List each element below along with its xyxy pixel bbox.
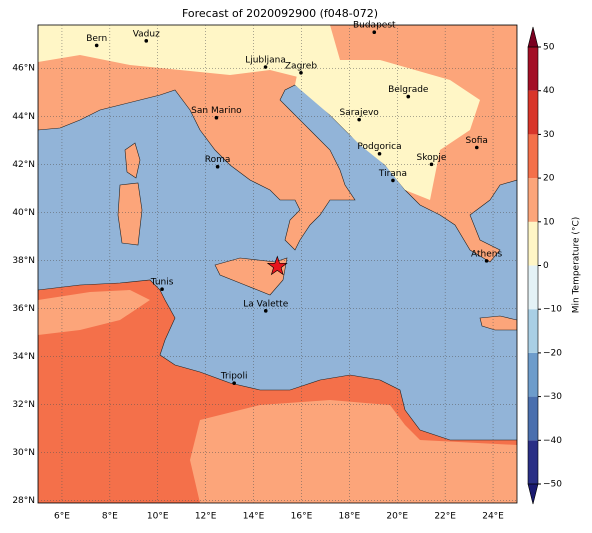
city-label: Podgorica (357, 142, 401, 152)
colorbar-band (528, 134, 538, 179)
city-dot (263, 309, 268, 313)
desert-zone (190, 400, 517, 503)
city-label: Tripoli (220, 372, 248, 382)
colorbar-tick-label: −20 (543, 348, 562, 358)
colorbar-tick-label: 40 (543, 86, 555, 96)
city-label: Zagreb (285, 61, 317, 71)
city-label: Belgrade (388, 85, 429, 95)
city-dot (357, 117, 361, 122)
city-label: Ljubljana (245, 56, 286, 66)
colorbar-over (527, 26, 539, 48)
colorbar-tick-label: −40 (543, 436, 562, 446)
colorbar-tick-label: 30 (543, 130, 555, 140)
city-label: Sarajevo (340, 108, 380, 118)
x-tick-label: 18°E (339, 512, 361, 522)
y-tick-label: 42°N (12, 160, 35, 170)
city-dot (232, 381, 236, 385)
city-label: Tirana (378, 169, 407, 179)
y-tick-label: 30°N (12, 448, 35, 458)
crete (479, 315, 517, 331)
colorbar-tick-label: −30 (543, 392, 562, 402)
city-label: Sofia (466, 136, 488, 146)
x-tick-label: 16°E (291, 512, 313, 522)
x-tick-label: 12°E (195, 512, 217, 522)
colorbar-tick-label: 10 (543, 217, 555, 227)
city-label: Athens (471, 249, 502, 259)
city-dot (299, 71, 303, 75)
city-dot (474, 145, 479, 150)
x-tick-label: 10°E (147, 512, 169, 522)
overlay: 6°E 8°E 10°E 12°E 14°E 16°E 18°E 20°E 22°E 24°E 28… (12, 21, 581, 522)
y-tick-label: 32°N (12, 400, 35, 410)
map-frame (37, 24, 518, 504)
x-tick-label: 22°E (434, 512, 456, 522)
colorbar-band (528, 396, 538, 441)
colorbar-band (528, 352, 538, 397)
colorbar-tick-label: 20 (543, 174, 555, 184)
colorbar-band (528, 265, 538, 310)
y-tick-label: 36°N (12, 304, 35, 314)
colorbar-band (528, 440, 538, 484)
city-dot (160, 287, 164, 292)
city-dot (406, 94, 411, 99)
colorbar-band (528, 309, 538, 353)
balkan-zone (295, 60, 480, 200)
city-label: Tunis (150, 278, 174, 288)
title: Forecast of 2020092900 (f048-072) (182, 7, 378, 20)
city-label: San Marino (191, 106, 242, 116)
city-dot (377, 151, 382, 156)
x-tick-label: 8°E (102, 512, 118, 522)
city-label: Vaduz (133, 29, 160, 39)
city-dot (144, 39, 149, 43)
sicily (214, 257, 288, 296)
city-label: Bern (86, 34, 107, 44)
colorbar-band (528, 90, 538, 135)
colorbar-tick-label: −10 (543, 305, 562, 315)
y-tick-label: 38°N (12, 256, 35, 266)
city-dot (94, 43, 99, 48)
city-dot (372, 30, 377, 35)
y-tick-label: 40°N (12, 208, 35, 218)
city-label: Budapest (353, 21, 396, 31)
city-dot (391, 178, 395, 183)
colorbar-label: Min Temperature (°C) (572, 217, 582, 314)
colorbar-band (528, 47, 538, 91)
x-tick-label: 6°E (54, 512, 70, 522)
corsica (124, 142, 141, 179)
colorbar-band (528, 221, 538, 266)
city-dot (215, 164, 220, 169)
event-star (266, 255, 288, 276)
city-dot (484, 259, 489, 263)
city-label: Roma (205, 155, 231, 165)
city-dot (429, 162, 434, 167)
city-label: La Valette (243, 299, 288, 309)
x-tick-label: 20°E (386, 512, 408, 522)
colorbar-tick-label: 50 (543, 43, 555, 53)
colorbar-tick-label: −50 (543, 480, 562, 490)
x-tick-label: 14°E (243, 512, 265, 522)
sardinia (117, 182, 143, 246)
x-tick-label: 24°E (482, 512, 504, 522)
city-dot (263, 65, 268, 69)
city-label: Skopje (417, 153, 447, 163)
y-tick-label: 46°N (12, 64, 35, 74)
coast-zone (38, 290, 150, 335)
y-tick-label: 34°N (12, 352, 35, 362)
colorbar-tick-label: 0 (543, 261, 549, 271)
y-tick-label: 44°N (12, 112, 35, 122)
city-dot (214, 115, 219, 120)
colorbar-under (527, 483, 539, 505)
y-tick-label: 28°N (12, 496, 35, 506)
colorbar-band (528, 178, 538, 222)
